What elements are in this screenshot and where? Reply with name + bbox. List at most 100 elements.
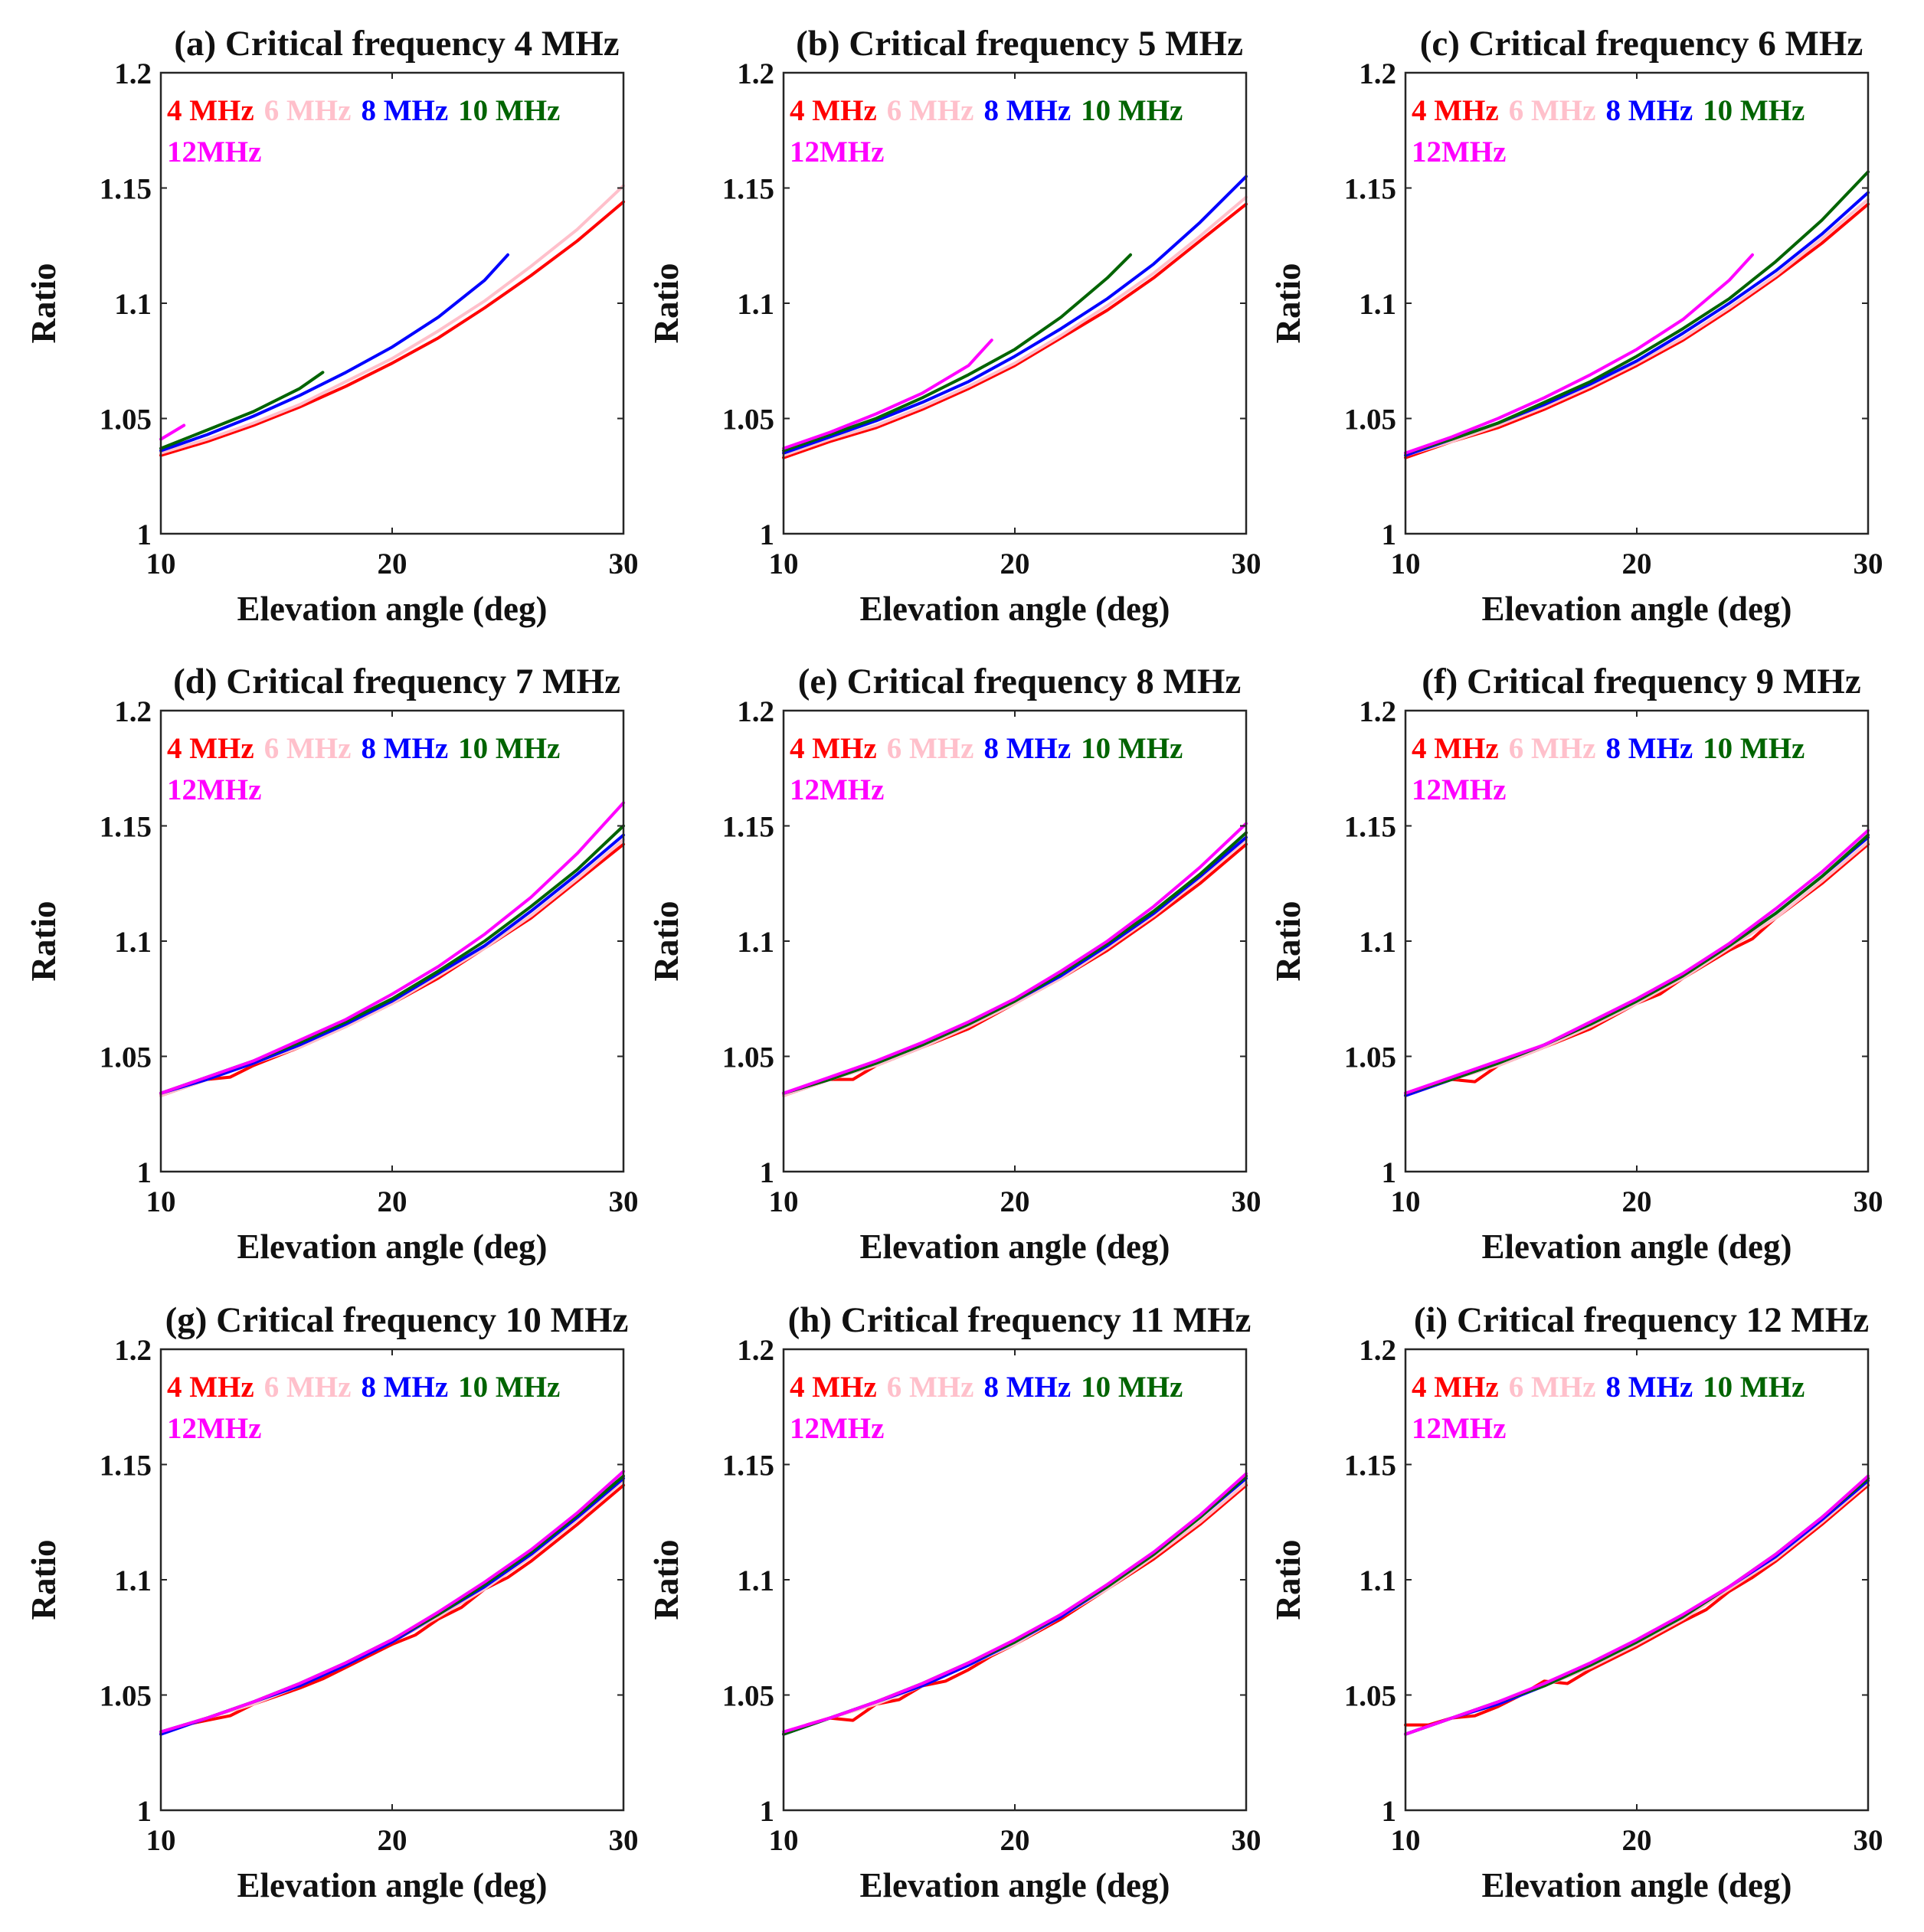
x-tick-label: 10 — [1391, 1185, 1421, 1218]
series-line-12mhz — [159, 801, 625, 1095]
legend-row-1: 4 MHz 6 MHz 8 MHz 10 MHz — [790, 732, 1183, 765]
x-tick-label: 20 — [1622, 1824, 1652, 1857]
x-axis-label: Elevation angle (deg) — [237, 1228, 548, 1266]
legend-row-1: 4 MHz 6 MHz 8 MHz 10 MHz — [790, 94, 1183, 127]
chart-panel-g: (g) Critical frequency 10 MHz 10 20 30 1 1.05… — [25, 1300, 639, 1904]
y-tick-label: 1.2 — [1359, 695, 1396, 728]
y-tick-label: 1 — [1382, 518, 1397, 551]
legend-row-1: 4 MHz 6 MHz 8 MHz 10 MHz — [790, 1371, 1183, 1404]
y-tick-label: 1.2 — [114, 1334, 152, 1367]
y-axis-label: Ratio — [647, 901, 686, 982]
y-tick-label: 1.05 — [1344, 404, 1396, 436]
y-tick-label: 1.1 — [1359, 1564, 1396, 1597]
y-axis-label: Ratio — [647, 1540, 686, 1620]
legend-entry-6mhz: 6 MHz — [1509, 732, 1596, 765]
x-tick-label: 30 — [1232, 1824, 1261, 1857]
legend-entry-10mhz: 10 MHz — [458, 1371, 560, 1404]
y-tick-label: 1.05 — [100, 404, 152, 436]
x-tick-label: 20 — [1622, 1185, 1652, 1218]
chart-title: (e) Critical frequency 8 MHz — [798, 662, 1242, 701]
legend-row-1: 4 MHz 6 MHz 8 MHz 10 MHz — [1412, 732, 1805, 765]
plot-area — [784, 73, 1246, 534]
x-tick-label: 30 — [609, 1824, 639, 1857]
plot-area — [784, 1349, 1246, 1810]
plot-area — [1405, 73, 1868, 534]
x-tick-label: 10 — [769, 1185, 799, 1218]
series-line-12mhz — [1404, 829, 1870, 1095]
y-tick-label: 1.15 — [722, 811, 774, 844]
legend-entry-10mhz: 10 MHz — [458, 732, 560, 765]
y-tick-label: 1.05 — [722, 1680, 774, 1713]
x-tick-label: 10 — [1391, 1824, 1421, 1857]
series-line-10mhz — [1404, 170, 1870, 455]
series-line-4mhz — [1404, 1483, 1870, 1727]
x-tick-label: 10 — [1391, 548, 1421, 580]
chart-title: (c) Critical frequency 6 MHz — [1420, 24, 1863, 64]
y-tick-label: 1.05 — [100, 1680, 152, 1713]
legend-row-1: 4 MHz 6 MHz 8 MHz 10 MHz — [1412, 94, 1805, 127]
legend-entry-4mhz: 4 MHz — [167, 1371, 254, 1404]
legend-entry-8mhz: 8 MHz — [1605, 732, 1693, 765]
y-tick-label: 1.15 — [100, 1450, 152, 1483]
y-tick-label: 1.2 — [1359, 1334, 1396, 1367]
chart-panel-a: (a) Critical frequency 4 MHz 10 20 30 1 1.05 1… — [25, 24, 639, 628]
series-line-12mhz — [782, 822, 1248, 1095]
plot-area — [161, 73, 623, 534]
chart-panel-b: (b) Critical frequency 5 MHz 10 20 30 1 1.05 1… — [647, 24, 1261, 628]
chart-title: (a) Critical frequency 4 MHz — [174, 24, 619, 64]
legend-entry-8mhz: 8 MHz — [361, 94, 448, 127]
legend-entry-6mhz: 6 MHz — [887, 732, 974, 765]
series-line-10mhz — [159, 371, 325, 450]
x-tick-label: 10 — [146, 1185, 176, 1218]
chart-title: (i) Critical frequency 12 MHz — [1414, 1300, 1869, 1340]
legend-entry-4mhz: 4 MHz — [167, 732, 254, 765]
x-tick-label: 10 — [769, 548, 799, 580]
legend-entry-12mhz: 12MHz — [790, 773, 884, 806]
legend-entry-12mhz: 12MHz — [167, 136, 261, 168]
y-tick-label: 1.1 — [114, 926, 152, 959]
y-tick-label: 1.1 — [737, 1564, 774, 1597]
y-axis-label: Ratio — [1269, 263, 1307, 344]
plot-area — [1405, 1349, 1868, 1810]
y-tick-label: 1 — [1382, 1795, 1397, 1828]
series-line-12mhz — [1404, 1474, 1870, 1736]
y-axis-label: Ratio — [25, 263, 63, 344]
legend-entry-6mhz: 6 MHz — [1509, 94, 1596, 127]
y-tick-label: 1.1 — [737, 288, 774, 321]
legend-row-1: 4 MHz 6 MHz 8 MHz 10 MHz — [167, 94, 560, 127]
legend-entry-4mhz: 4 MHz — [1412, 94, 1499, 127]
chart-title: (h) Critical frequency 11 MHz — [788, 1300, 1252, 1340]
y-axis-label: Ratio — [1269, 1540, 1307, 1620]
series-line-8mhz — [159, 833, 625, 1095]
y-tick-label: 1.2 — [114, 695, 152, 728]
x-tick-label: 20 — [378, 1824, 407, 1857]
y-tick-label: 1.15 — [100, 173, 152, 206]
plot-area — [161, 1349, 623, 1810]
x-axis-label: Elevation angle (deg) — [860, 1866, 1170, 1904]
y-tick-label: 1.15 — [1344, 1450, 1396, 1483]
y-tick-label: 1 — [760, 518, 775, 551]
legend-entry-12mhz: 12MHz — [167, 773, 261, 806]
series-line-4mhz — [159, 200, 625, 457]
y-tick-label: 1.05 — [100, 1041, 152, 1074]
legend-entry-10mhz: 10 MHz — [1703, 732, 1805, 765]
series-line-10mhz — [782, 253, 1132, 453]
plot-area — [1405, 711, 1868, 1172]
legend-entry-4mhz: 4 MHz — [1412, 732, 1499, 765]
legend-entry-6mhz: 6 MHz — [887, 94, 974, 127]
series-line-12mhz — [159, 423, 186, 441]
x-tick-label: 10 — [146, 548, 176, 580]
y-tick-label: 1.2 — [114, 57, 152, 90]
legend-entry-4mhz: 4 MHz — [167, 94, 254, 127]
chart-panel-c: (c) Critical frequency 6 MHz 10 20 30 1 1.05 1… — [1269, 24, 1883, 628]
legend-entry-6mhz: 6 MHz — [264, 94, 352, 127]
plot-area — [161, 711, 623, 1172]
legend-entry-8mhz: 8 MHz — [983, 1371, 1071, 1404]
y-tick-label: 1.05 — [1344, 1041, 1396, 1074]
y-tick-label: 1.1 — [1359, 288, 1396, 321]
y-axis-label: Ratio — [25, 901, 63, 982]
legend-entry-6mhz: 6 MHz — [264, 732, 352, 765]
chart-panel-f: (f) Critical frequency 9 MHz 10 20 30 1 1.05 1… — [1269, 662, 1883, 1266]
legend-entry-12mhz: 12MHz — [790, 1412, 884, 1445]
